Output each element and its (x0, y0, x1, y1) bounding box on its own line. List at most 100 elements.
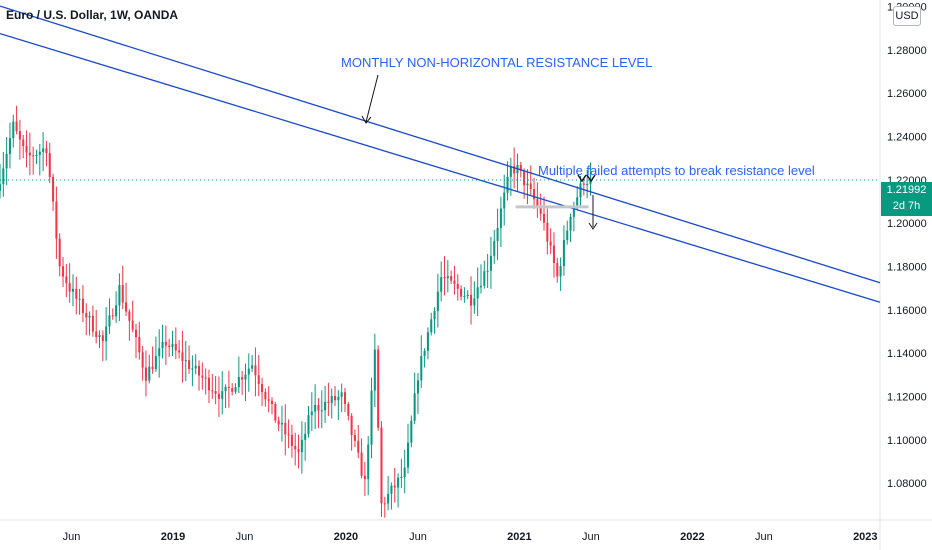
y-tick-label: 1.20000 (887, 218, 927, 230)
candle (241, 370, 244, 395)
candle (131, 300, 134, 333)
candle (0, 164, 2, 199)
candle (138, 321, 141, 360)
candle-body (75, 288, 78, 299)
candle-body (38, 151, 41, 155)
candle-body (436, 291, 439, 312)
candle-body (343, 392, 347, 404)
candle-body (406, 442, 410, 468)
candle-body (224, 386, 227, 392)
candle-body (277, 420, 280, 425)
candle (52, 173, 55, 211)
candle-body (337, 396, 340, 401)
candle-body (254, 365, 257, 376)
candle-body (294, 445, 297, 450)
candle (559, 257, 562, 291)
candle (81, 285, 84, 323)
candle (466, 290, 469, 300)
candle (61, 257, 65, 287)
candle-body (125, 302, 128, 312)
candle-body (400, 476, 403, 478)
candle-body (413, 393, 416, 421)
candle (380, 421, 383, 517)
candle (134, 323, 138, 359)
candle (397, 473, 400, 508)
candle-body (214, 391, 217, 394)
candle (78, 288, 81, 315)
candle-body (201, 375, 204, 378)
candle (105, 306, 108, 361)
candle (144, 350, 147, 397)
candle (300, 421, 303, 474)
candle (440, 261, 443, 302)
candle (493, 229, 496, 264)
candle-body (486, 270, 489, 272)
currency-button[interactable]: USD (893, 6, 921, 26)
candle-body (519, 164, 522, 171)
candle-body (450, 276, 453, 281)
candle (343, 387, 347, 413)
candle-body (383, 503, 386, 505)
candle (320, 390, 323, 429)
candle (45, 140, 48, 167)
candle (194, 354, 197, 375)
candle-body (5, 153, 8, 169)
candle-body (542, 213, 546, 223)
candle (38, 143, 41, 176)
candle-body (261, 383, 264, 393)
candle (350, 413, 353, 451)
candle (443, 256, 446, 296)
candle (35, 149, 38, 165)
candle-body (423, 350, 426, 357)
candle (128, 309, 131, 341)
candle (503, 174, 506, 226)
candle (450, 270, 453, 285)
candle-body (257, 375, 260, 384)
candle-body (569, 216, 572, 231)
candle-body (493, 241, 496, 256)
candle-body (426, 332, 429, 351)
candle-body (188, 360, 191, 369)
candle-body (393, 485, 396, 488)
candle-body (324, 401, 327, 411)
candle (579, 176, 582, 206)
candle-body (198, 365, 201, 376)
candle (347, 401, 350, 421)
candle-body (91, 315, 94, 332)
candle (353, 429, 356, 448)
candle-body (290, 434, 293, 446)
x-tick-label: 2021 (507, 531, 531, 543)
candle-body (287, 434, 290, 436)
candle (294, 432, 297, 466)
candle-body (503, 192, 506, 209)
candle-body (576, 197, 579, 206)
candle-body (367, 444, 370, 480)
candle (257, 355, 260, 397)
candle (261, 377, 264, 407)
candle (181, 331, 184, 383)
candle (403, 449, 406, 494)
candle (8, 122, 11, 169)
candle (284, 404, 287, 456)
resistance-pointer-arrow (365, 74, 379, 123)
candle-body (310, 411, 313, 416)
candle (370, 377, 373, 459)
y-tick-label: 1.18000 (887, 262, 927, 274)
candle (171, 330, 174, 356)
candle-body (241, 377, 244, 380)
candle-body (194, 365, 197, 369)
symbol-legend[interactable]: Euro / U.S. Dollar, 1W, OANDA (6, 8, 179, 22)
candle (410, 415, 413, 448)
candle (125, 282, 128, 316)
candle (586, 169, 589, 199)
down-arrowhead (588, 222, 598, 230)
candle (42, 132, 45, 172)
candle-body (496, 227, 499, 242)
candle-body (217, 393, 220, 399)
candle (562, 225, 565, 276)
candle (161, 324, 164, 359)
candle-body (181, 352, 184, 362)
candle (566, 220, 569, 245)
candle-body (327, 401, 330, 404)
